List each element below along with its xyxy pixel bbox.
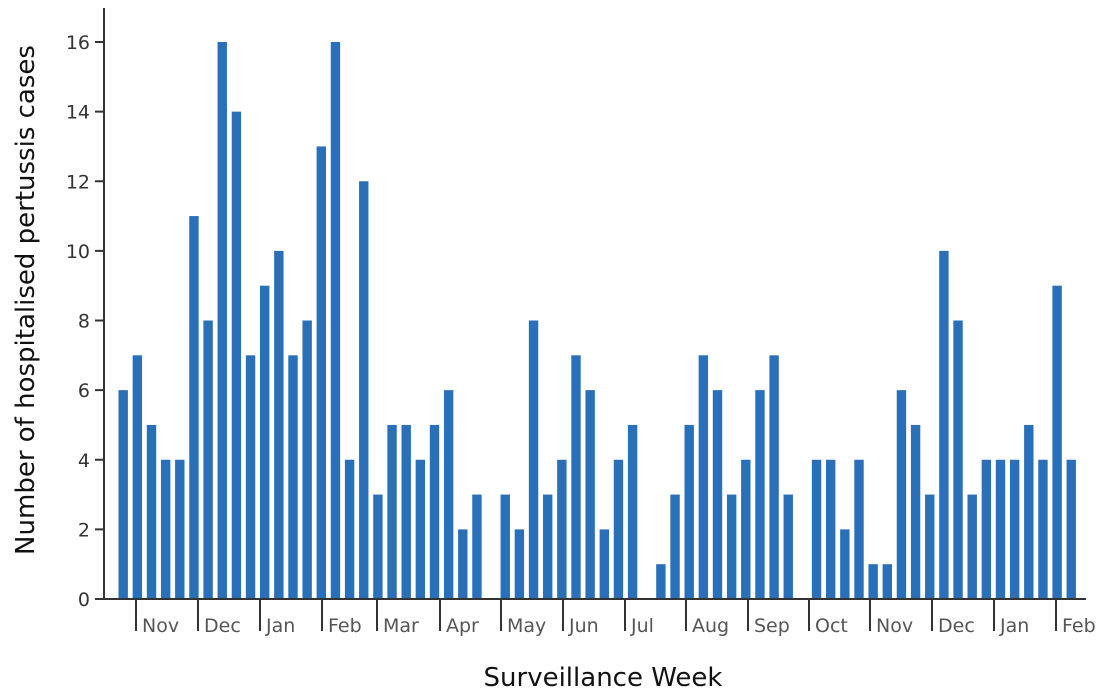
bar	[726, 494, 737, 599]
bar	[868, 564, 878, 599]
bar	[939, 250, 949, 600]
x-tick-label: Nov	[876, 615, 913, 637]
bars	[118, 42, 1076, 600]
bar	[995, 459, 1006, 599]
bar	[260, 285, 270, 599]
y-tick-label: 14	[66, 102, 90, 124]
bar	[826, 459, 836, 599]
bar	[1066, 459, 1076, 599]
y-tick-label: 2	[78, 519, 90, 541]
x-tick-label: Jan	[265, 615, 295, 637]
bar	[500, 494, 510, 599]
bar	[359, 181, 369, 599]
bar	[302, 320, 312, 599]
bar	[458, 529, 468, 600]
bar	[543, 494, 553, 599]
bar	[585, 390, 595, 600]
x-tick-label: Nov	[142, 615, 179, 637]
bar	[1024, 424, 1034, 599]
bar	[387, 424, 397, 599]
bar	[783, 494, 793, 599]
bar	[316, 146, 326, 599]
y-tick-label: 6	[78, 380, 90, 402]
bar	[571, 355, 581, 599]
bar	[132, 355, 143, 599]
bar	[514, 529, 525, 600]
x-tick-label: May	[507, 615, 546, 637]
bar	[613, 459, 624, 599]
x-axis: Nov Dec Jan Feb Mar Apr May Jun Jul Aug Sep Oct Nov D…	[103, 598, 1096, 637]
bar	[344, 459, 355, 599]
x-tick-label: Feb	[1062, 615, 1096, 637]
bar	[429, 424, 440, 599]
x-tick-label: Feb	[328, 615, 362, 637]
bar	[1052, 285, 1062, 599]
bar	[245, 355, 256, 599]
x-tick-label: Mar	[383, 615, 419, 637]
bar	[627, 424, 638, 599]
bar	[146, 424, 157, 599]
bar	[896, 390, 907, 600]
y-tick-label: 0	[78, 589, 90, 611]
bar	[981, 459, 992, 599]
bar	[599, 529, 609, 600]
bar	[953, 320, 963, 599]
x-tick-label: Dec	[204, 615, 241, 637]
bar	[443, 390, 454, 600]
bar	[160, 459, 171, 599]
bar	[175, 459, 185, 599]
x-tick-label: Oct	[815, 615, 848, 637]
bar	[274, 250, 284, 600]
bar	[373, 494, 383, 599]
bar	[231, 111, 242, 600]
bar	[1038, 459, 1048, 599]
bar	[967, 494, 977, 599]
bar	[557, 459, 567, 599]
bar	[330, 42, 341, 599]
bar	[203, 320, 213, 599]
bar	[769, 355, 779, 599]
y-axis: 0 2 4 6 8 10 12 14 16	[66, 8, 105, 611]
bar	[401, 424, 411, 599]
y-axis-label: Number of hospitalised pertussis cases	[11, 45, 41, 555]
x-tick-label: Sep	[754, 615, 790, 637]
bar	[528, 320, 539, 599]
bar	[670, 494, 680, 599]
x-tick-label: Jun	[568, 615, 599, 637]
x-tick-label: Apr	[446, 615, 479, 637]
x-tick-label: Aug	[692, 615, 729, 637]
bar	[882, 564, 892, 599]
bar	[118, 390, 128, 600]
x-tick-label: Jul	[630, 615, 654, 637]
bar	[910, 424, 921, 599]
bar	[811, 459, 822, 599]
bar	[741, 459, 751, 599]
y-tick-label: 10	[66, 241, 90, 263]
y-tick-label: 4	[78, 450, 90, 472]
bar	[925, 494, 935, 599]
x-axis-label: Surveillance Week	[484, 663, 723, 690]
bar	[472, 494, 482, 599]
bar	[684, 424, 694, 599]
bar	[217, 42, 227, 599]
bar	[840, 529, 850, 600]
bar	[755, 390, 765, 600]
bar	[854, 459, 864, 599]
y-tick-label: 16	[66, 32, 90, 54]
x-tick-label: Jan	[999, 615, 1029, 637]
y-tick-label: 8	[78, 311, 90, 333]
bar	[656, 564, 666, 599]
bar	[712, 390, 723, 600]
y-tick-label: 12	[66, 171, 90, 193]
bar	[698, 355, 709, 599]
bar	[189, 216, 199, 599]
x-tick-label: Dec	[938, 615, 975, 637]
bar	[415, 459, 426, 599]
bar	[288, 355, 298, 599]
bar	[1009, 459, 1020, 599]
